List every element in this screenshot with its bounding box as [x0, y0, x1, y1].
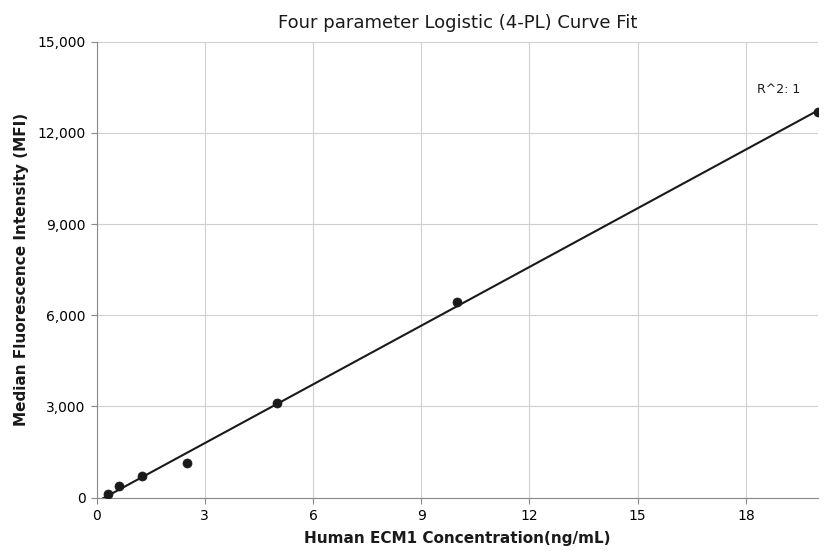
- Title: Four parameter Logistic (4-PL) Curve Fit: Four parameter Logistic (4-PL) Curve Fit: [278, 14, 637, 32]
- Point: [270, 399, 284, 408]
- Point: [112, 482, 126, 491]
- Point: [811, 107, 825, 116]
- X-axis label: Human ECM1 Concentration(ng/mL): Human ECM1 Concentration(ng/mL): [305, 531, 611, 546]
- Point: [102, 489, 115, 498]
- Y-axis label: Median Fluorescence Intensity (MFI): Median Fluorescence Intensity (MFI): [14, 113, 29, 426]
- Point: [451, 297, 464, 306]
- Point: [180, 458, 193, 467]
- Text: R^2: 1: R^2: 1: [757, 83, 800, 96]
- Point: [135, 472, 148, 481]
